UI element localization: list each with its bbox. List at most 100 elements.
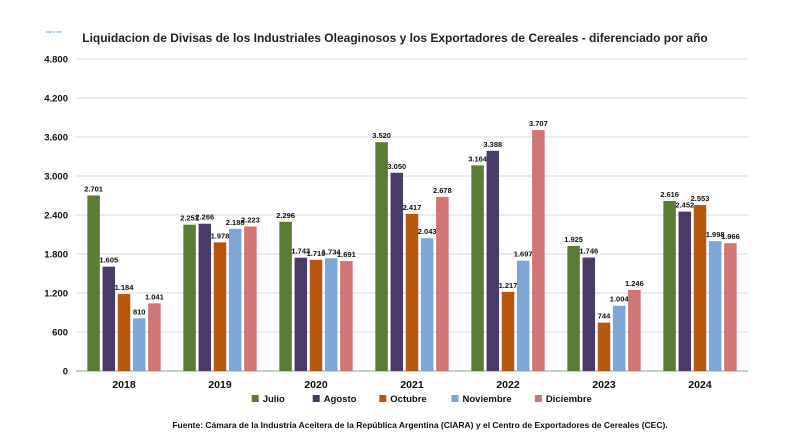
data-label: 1.246 (625, 279, 644, 288)
bar-diciembre-2023 (628, 290, 641, 371)
bar-octubre-2020 (309, 259, 323, 371)
data-label: 1.217 (499, 281, 518, 290)
legend-label: Julio (263, 394, 285, 405)
legend-label: Octubre (390, 394, 426, 405)
data-label: 810 (133, 307, 146, 316)
legend-item-octubre[interactable]: Octubre (379, 394, 427, 405)
data-label: 2.452 (675, 201, 694, 210)
y-tick-label: 0 (63, 367, 68, 378)
bar-octubre-2019 (213, 242, 227, 371)
x-tick-label: 2019 (208, 379, 232, 391)
data-label: 2.417 (403, 203, 422, 212)
data-label: 2.701 (84, 184, 103, 193)
logo-mark: ciara·cec (46, 29, 62, 34)
data-label: 2.223 (241, 216, 260, 225)
bar-julio-2022 (471, 165, 484, 371)
data-label: 2.296 (276, 211, 295, 220)
bar-noviembre-2024 (708, 241, 722, 371)
bar-agosto-2018 (102, 266, 116, 371)
bar-octubre-2023 (597, 322, 611, 371)
legend-swatch (379, 395, 387, 402)
y-tick-label: 3.600 (44, 133, 68, 144)
x-axis: 2018 2019 2020 2021 2022 2023 2024 (112, 379, 712, 391)
data-label: 1.978 (211, 231, 230, 240)
data-label: 1.184 (115, 283, 135, 292)
data-label: 2.043 (418, 227, 437, 236)
data-label: 2.553 (691, 194, 710, 203)
bar-noviembre-2019 (228, 228, 242, 371)
y-tick-label: 1.800 (44, 250, 68, 261)
data-label: 1.004 (610, 295, 630, 304)
data-label: 2.251 (180, 214, 199, 223)
data-label: 1.605 (99, 256, 118, 265)
legend-swatch (451, 395, 459, 402)
data-label: 1.746 (579, 247, 598, 256)
data-label: 1.697 (514, 250, 533, 259)
legend-swatch (534, 395, 542, 402)
legend: Julio Agosto Octubre Noviembre Diciembre (251, 394, 592, 405)
x-tick-label: 2021 (400, 379, 424, 391)
bar-diciembre-2019 (244, 226, 257, 371)
legend-item-diciembre[interactable]: Diciembre (534, 394, 592, 405)
y-tick-label: 4.800 (44, 55, 68, 66)
data-label: 2.188 (226, 218, 245, 227)
legend-item-julio[interactable]: Julio (251, 394, 285, 405)
bar-diciembre-2020 (340, 261, 353, 371)
y-tick-label: 4.200 (44, 94, 68, 105)
bar-agosto-2019 (198, 223, 212, 371)
data-label: 1.734 (322, 247, 342, 256)
bar-octubre-2024 (693, 205, 707, 371)
data-label: 3.164 (468, 154, 488, 163)
legend-item-agosto[interactable]: Agosto (312, 394, 357, 405)
x-tick-label: 2020 (304, 379, 328, 391)
legend-label: Agosto (324, 394, 357, 405)
data-label: 2.266 (195, 213, 214, 222)
data-label: 1.743 (291, 247, 310, 256)
y-tick-label: 600 (52, 328, 68, 339)
chart-title: Liquidacion de Divisas de los Industrial… (82, 31, 708, 45)
bar-agosto-2023 (582, 257, 596, 371)
data-label: 744 (598, 312, 611, 321)
bar-noviembre-2022 (516, 260, 530, 371)
legend-label: Diciembre (546, 394, 592, 405)
bar-diciembre-2018 (148, 303, 161, 371)
bar-julio-2018 (87, 195, 100, 371)
bar-diciembre-2022 (532, 130, 545, 371)
data-label: 2.616 (660, 190, 679, 199)
data-label: 1.966 (721, 232, 740, 241)
bar-agosto-2020 (294, 257, 308, 371)
bar-julio-2021 (375, 142, 388, 371)
data-label: 3.520 (372, 131, 391, 140)
bar-agosto-2021 (390, 172, 404, 371)
legend-swatch (251, 395, 259, 402)
data-label: 3.388 (483, 140, 502, 149)
bar-agosto-2022 (486, 150, 500, 371)
y-tick-label: 2.400 (44, 211, 68, 222)
bar-diciembre-2024 (724, 243, 737, 371)
bar-julio-2019 (183, 224, 196, 371)
data-label: 2.678 (433, 186, 452, 195)
bar-octubre-2022 (501, 291, 515, 371)
data-label: 1.925 (564, 235, 583, 244)
bar-julio-2023 (567, 245, 580, 371)
bar-julio-2020 (279, 221, 292, 371)
x-tick-label: 2024 (688, 379, 712, 391)
data-label: 3.050 (387, 162, 406, 171)
bar-noviembre-2020 (324, 258, 338, 371)
bar-diciembre-2021 (436, 196, 449, 371)
y-tick-label: 1.200 (44, 289, 68, 300)
legend-swatch (312, 395, 320, 402)
x-tick-label: 2018 (112, 379, 136, 391)
bar-octubre-2021 (405, 213, 419, 371)
bar-octubre-2018 (117, 294, 131, 371)
y-tick-label: 3.000 (44, 172, 68, 183)
legend-item-noviembre[interactable]: Noviembre (451, 394, 512, 405)
bar-agosto-2024 (678, 211, 692, 371)
bar-noviembre-2021 (420, 238, 434, 371)
bar-julio-2024 (663, 200, 676, 371)
data-label: 1.691 (337, 250, 356, 259)
data-label: 1.710 (307, 249, 326, 258)
data-label: 1.041 (145, 292, 164, 301)
